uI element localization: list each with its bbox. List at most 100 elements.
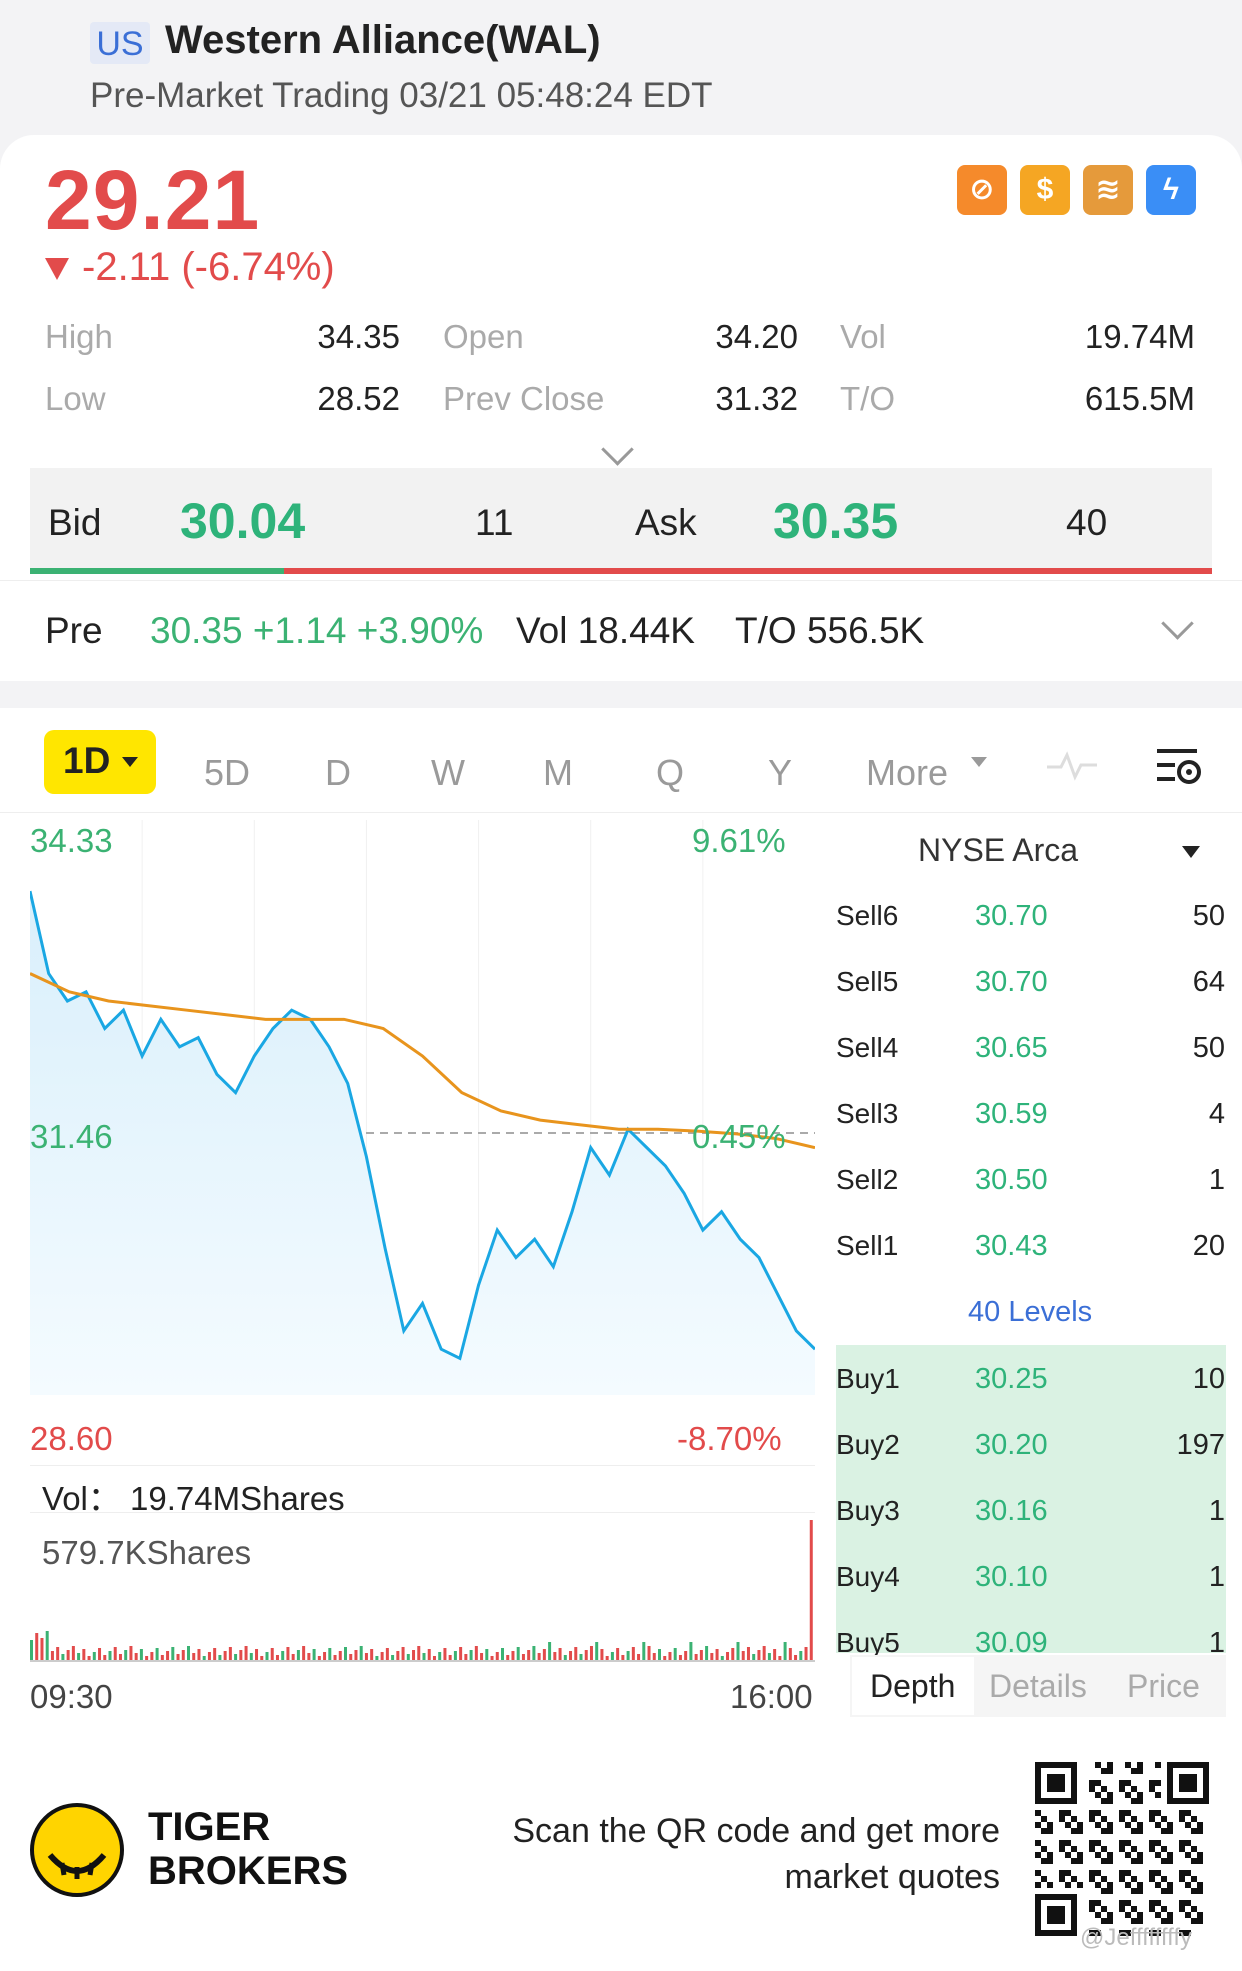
ask-qty: 40 [1066,502,1108,543]
qr-module [1089,1900,1095,1906]
volume-bar [804,1647,808,1660]
volume-bar [302,1646,306,1660]
volume-bar [663,1656,667,1660]
qr-module [1137,1768,1143,1774]
vol-divider [30,1512,815,1513]
tab-price[interactable]: Price [1127,1668,1200,1704]
buy-row-2-label: Buy2 [836,1429,900,1460]
qr-module [1041,1846,1047,1852]
price-chart[interactable] [30,820,815,1410]
pre-market-row[interactable] [0,580,1242,681]
qr-module [1071,1816,1077,1822]
qr-module [1137,1828,1143,1834]
qr-module [1149,1876,1155,1882]
qr-finder [1047,1774,1065,1792]
volume-bar [223,1651,227,1660]
volume-bar [113,1647,117,1660]
volume-bar [98,1648,102,1660]
volume-bar [668,1652,672,1660]
volume-bar [155,1648,159,1660]
volume-bar [726,1652,730,1660]
exchange-caret-icon[interactable] [1182,846,1200,858]
volume-bar [537,1653,541,1660]
volume-bar [459,1647,463,1660]
qr-module [1149,1810,1155,1816]
x-axis-start: 09:30 [30,1678,113,1715]
qr-module [1125,1822,1131,1828]
qr-module [1131,1768,1137,1774]
tab-details[interactable]: Details [989,1668,1087,1704]
qr-module [1167,1828,1173,1834]
qr-module [1089,1906,1095,1912]
tab-q[interactable]: Q [656,752,685,793]
volume-bar [87,1656,91,1660]
qr-module [1167,1882,1173,1888]
qr-module [1179,1840,1185,1846]
stack-a-icon[interactable]: ≋ [1083,165,1133,215]
qr-module [1131,1846,1137,1852]
indicator-icon[interactable] [1045,745,1100,785]
bid-qty: 11 [475,502,514,543]
buy-row-4-qty: 1 [1208,1561,1225,1593]
tab-w[interactable]: W [431,752,465,793]
qr-module [1125,1840,1131,1846]
tab-y[interactable]: Y [768,752,793,793]
qr-module [1041,1858,1047,1864]
qr-module [1125,1900,1131,1906]
volume-bar [202,1656,206,1660]
volume-bar [187,1646,190,1660]
exchange-selector[interactable]: NYSE Arca [918,832,1079,868]
no-symbol-icon[interactable]: ⊘ [957,165,1007,215]
volume-bar [344,1647,347,1660]
prev-close-value: 31.32 [715,380,798,417]
levels-link[interactable]: 40 Levels [968,1296,1093,1328]
tab-more[interactable]: More [866,752,949,793]
volume-bar [542,1649,546,1660]
volume-bar [731,1648,735,1660]
volume-bar [767,1653,771,1660]
volume-bar [139,1649,143,1660]
qr-module [1101,1786,1107,1792]
pct-axis-mid: 0.45% [692,1118,786,1155]
sell-row-4-label: Sell4 [836,1032,899,1063]
buy-row-2-qty: 197 [1176,1429,1225,1461]
tab-5d[interactable]: 5D [204,752,251,793]
qr-module [1065,1840,1071,1846]
bid-label: Bid [48,502,102,543]
qr-module [1041,1828,1047,1834]
chart-settings-icon[interactable] [1155,745,1205,789]
qr-code[interactable] [1035,1762,1209,1936]
volume-bar [291,1654,295,1660]
buy-row-4-label: Buy4 [836,1561,900,1592]
dollar-icon[interactable]: $ [1020,165,1070,215]
qr-module [1125,1882,1131,1888]
qr-module [1089,1780,1095,1786]
qr-module [1089,1870,1095,1876]
volume-bar [239,1650,243,1660]
qr-module [1137,1882,1143,1888]
qr-module [1095,1930,1101,1936]
volume-bar [338,1651,342,1660]
buy-row-4-price: 30.10 [975,1561,1048,1593]
qr-module [1095,1780,1101,1786]
qr-module [1101,1816,1107,1822]
qr-module [1035,1852,1041,1858]
tab-d[interactable]: D [325,752,351,793]
tab-depth[interactable]: Depth [870,1668,956,1704]
qr-module [1047,1822,1053,1828]
qr-module [1095,1852,1101,1858]
qr-module [1197,1912,1203,1918]
volume-bar [490,1656,494,1660]
qr-module [1161,1918,1167,1924]
down-arrow-icon [45,258,69,280]
volume-bar [207,1652,211,1660]
tab-m[interactable]: M [543,752,573,793]
volume-bar [260,1656,264,1660]
qr-module [1191,1906,1197,1912]
volume-bar [527,1650,531,1660]
qr-module [1035,1870,1041,1876]
qr-module [1167,1822,1173,1828]
volume-bar [705,1646,709,1660]
flash-icon[interactable]: ϟ [1146,165,1196,215]
qr-module [1131,1798,1137,1804]
